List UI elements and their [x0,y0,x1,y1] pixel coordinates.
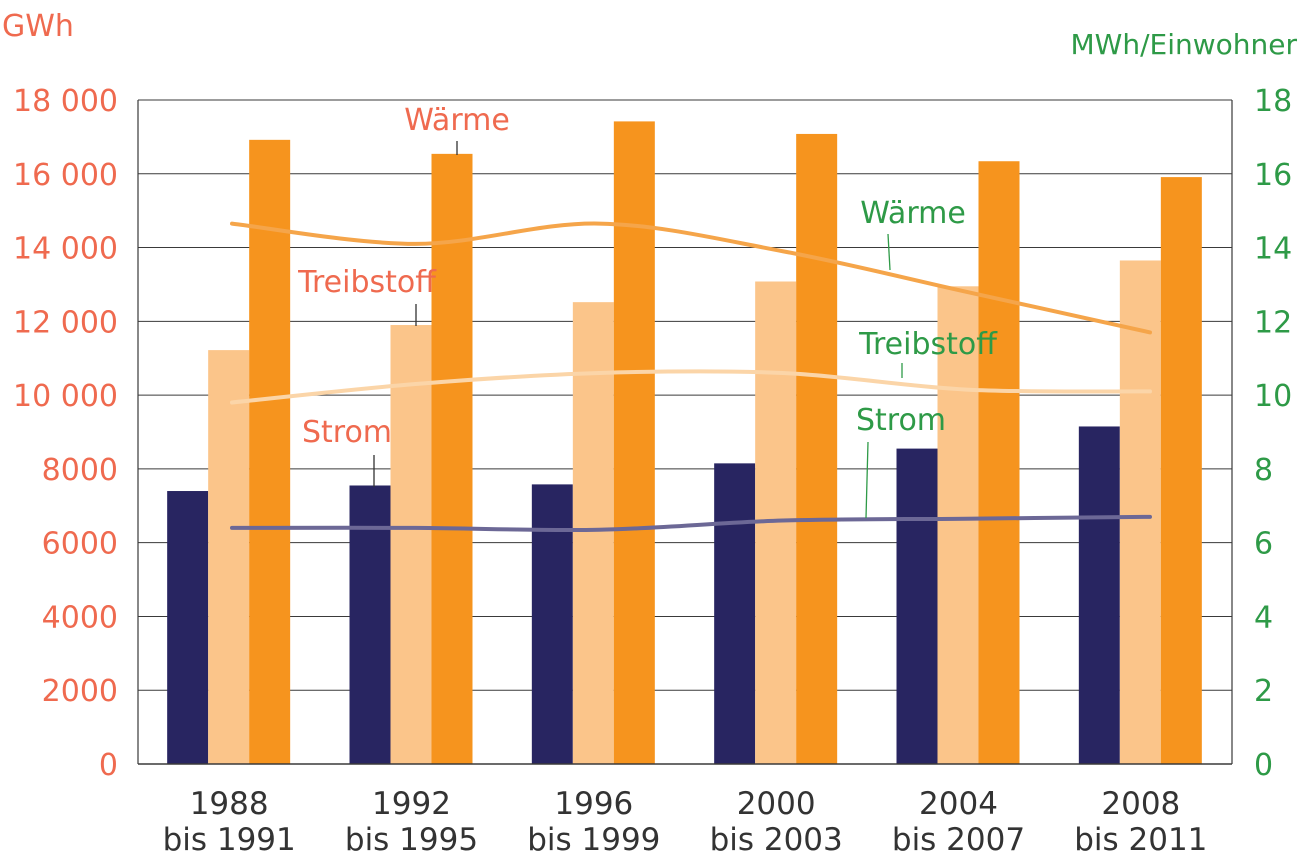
bar-strom-3 [714,463,756,764]
left-tick-label: 10 000 [13,379,118,414]
label-line-strom: Strom [856,403,946,438]
x-tick-label-line: 1992 [372,786,451,822]
right-tick-label: 4 [1254,600,1273,635]
left-tick-label: 16 000 [13,158,118,193]
bar-wrme-2 [613,121,655,764]
left-tick-label: 4000 [42,600,118,635]
x-tick-label-line: bis 1999 [527,822,660,858]
right-tick-label: 16 [1254,158,1292,193]
x-tick-label: 2004 bis 2007 [892,786,1025,858]
x-tick-label: 1996 bis 1999 [527,786,660,858]
right-tick-label: 6 [1254,527,1273,562]
x-tick-label-line: bis 1991 [163,822,296,858]
bar-treibstoff-0 [208,350,250,764]
bar-wrme-0 [249,139,291,765]
x-tick-label-line: bis 1995 [345,822,478,858]
label-bar-strom: Strom [302,415,392,450]
x-tick-label: 2000 bis 2003 [710,786,843,858]
right-tick-label: 14 [1254,232,1292,267]
x-tick-label-line: 2008 [1101,786,1180,822]
left-tick-label: 6000 [42,527,118,562]
bar-wrme-1 [431,153,473,764]
x-tick-label: 2008 bis 2011 [1074,786,1207,858]
bar-wrme-4 [978,161,1020,765]
x-tick-label-line: bis 2011 [1074,822,1207,858]
right-tick-label: 12 [1254,305,1292,340]
line-wrme [230,221,1152,335]
bar-strom-5 [1078,426,1120,764]
right-tick-label: 0 [1254,748,1273,783]
x-tick-label-line: bis 2007 [892,822,1025,858]
axes: 0 2000 4000 6000 8000 10 000 12 000 14 000 16 00… [2,9,1297,858]
x-tick-label-line: 2004 [919,786,998,822]
right-axis-unit: MWh/Einwohner [1070,28,1297,61]
bar-strom-4 [896,448,938,764]
line-strom [230,514,1152,533]
bar-wrme-3 [796,133,838,765]
bars [167,121,1202,765]
x-tick-label-line: 1996 [554,786,633,822]
label-bar-waerme: Wärme [404,103,510,138]
bar-strom-2 [531,484,573,764]
label-line-waerme: Wärme [860,196,966,231]
x-tick-label-line: bis 2003 [710,822,843,858]
bar-treibstoff-4 [937,286,979,764]
series-labels: Wärme Treibstoff Strom Wärme Treibstoff Strom [297,103,998,519]
label-line-waerme-leader [887,233,891,271]
right-tick-label: 10 [1254,379,1292,414]
x-tick-label-line: 2000 [737,786,816,822]
left-tick-label: 2000 [42,674,118,709]
bar-wrme-5 [1160,177,1202,764]
x-tick-label-line: 1988 [190,786,269,822]
label-line-strom-leader [865,441,869,519]
left-tick-label: 14 000 [13,232,118,267]
right-tick-label: 2 [1254,674,1273,709]
x-tick-label: 1988 bis 1991 [163,786,296,858]
left-tick-label: 0 [99,748,118,783]
right-tick-label: 8 [1254,453,1273,488]
left-tick-label: 8000 [42,453,118,488]
bar-strom-0 [167,491,209,764]
left-tick-label: 12 000 [13,305,118,340]
label-line-treibstoff: Treibstoff [858,327,998,362]
lines [230,221,1152,533]
bar-treibstoff-1 [390,325,432,764]
label-bar-treibstoff: Treibstoff [297,265,437,300]
left-axis-unit: GWh [2,9,74,44]
left-tick-label: 18 000 [13,84,118,119]
bar-treibstoff-5 [1119,260,1161,764]
right-tick-label: 18 [1254,84,1292,119]
line-treibstoff [230,369,1152,405]
bar-treibstoff-2 [572,302,614,764]
x-tick-label: 1992 bis 1995 [345,786,478,858]
bar-strom-1 [349,485,391,764]
